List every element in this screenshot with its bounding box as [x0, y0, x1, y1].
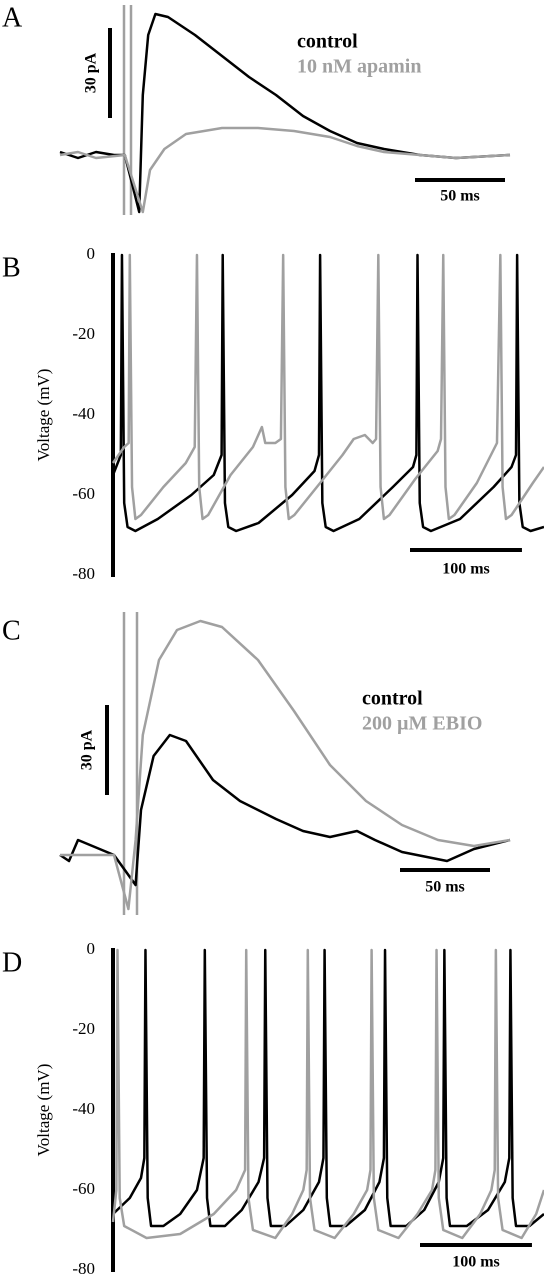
legend-entry: control: [297, 31, 358, 53]
panel-label: A: [2, 2, 23, 33]
y-tick-label: -20: [72, 1019, 95, 1038]
y-tick-label: -20: [72, 324, 95, 343]
y-tick-label: 0: [87, 244, 96, 263]
artifacts: [122, 5, 139, 915]
scale-bar-label: 100 ms: [452, 1254, 500, 1271]
trace: [111, 948, 544, 1240]
y-tick-label: -60: [72, 1179, 95, 1198]
scale-bar-label: 100 ms: [442, 561, 490, 578]
trace: [59, 126, 511, 214]
scale-bar-label: 30 pA: [79, 729, 96, 770]
panel-label: B: [2, 252, 21, 283]
trace: [59, 733, 511, 887]
panel: B 0 -20 -40 -60 -80 Voltage (mV) 100 ms: [2, 244, 544, 583]
y-tick-label: -40: [72, 404, 95, 423]
trace: [60, 619, 511, 911]
trace: [111, 253, 544, 533]
panel-label: D: [2, 947, 22, 978]
y-axis-label: Voltage (mV): [34, 369, 53, 462]
y-axis-label: Voltage (mV): [34, 1064, 53, 1157]
legend-entry: 200 µM EBIO: [362, 713, 482, 735]
y-tick-label: -80: [72, 564, 95, 583]
scale-bar-label: 50 ms: [440, 188, 480, 205]
legend-entry: 10 nM apamin: [297, 56, 421, 78]
panel-label: C: [2, 615, 21, 646]
y-tick-label: -80: [72, 1259, 95, 1278]
trace: [111, 253, 544, 521]
y-tick-label: 0: [87, 939, 96, 958]
y-tick-label: -60: [72, 484, 95, 503]
panel: D 0 -20 -40 -60 -80 Voltage (mV) 100 ms: [2, 939, 544, 1278]
y-tick-label: -40: [72, 1099, 95, 1118]
scale-bar-label: 30 pA: [83, 52, 100, 93]
trace: [112, 948, 544, 1228]
scale-bar-label: 50 ms: [425, 879, 465, 896]
trace: [59, 12, 511, 214]
legend-entry: control: [362, 688, 423, 710]
